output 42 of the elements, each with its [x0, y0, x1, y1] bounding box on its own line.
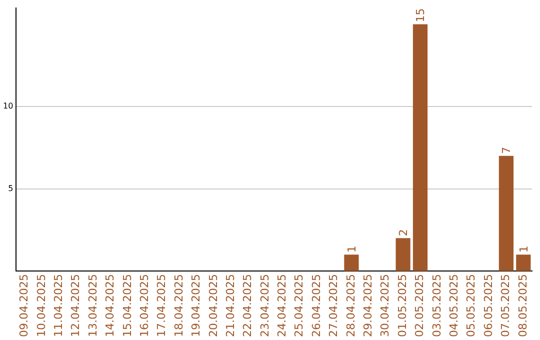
bar	[516, 254, 531, 272]
x-tick-label: 13.04.2025	[86, 274, 100, 338]
x-tick-label: 30.04.2025	[378, 274, 392, 338]
x-tick-label: 05.05.2025	[464, 274, 478, 338]
x-tick-label: 20.04.2025	[206, 274, 220, 338]
bar	[412, 24, 428, 272]
x-tick-label: 22.04.2025	[241, 274, 254, 338]
x-tick-label: 03.05.2025	[430, 274, 444, 338]
x-tick-label: 16.04.2025	[138, 274, 151, 338]
x-tick-label: 15.04.2025	[120, 274, 134, 338]
x-tick-label: 24.04.2025	[276, 274, 289, 338]
x-tick-label: 04.05.2025	[447, 274, 460, 338]
x-tick-label: 27.04.2025	[327, 274, 340, 338]
x-tick-label: 28.04.2025	[344, 274, 358, 338]
x-tick-label: 08.05.2025	[516, 274, 530, 338]
x-tick-label: 29.04.2025	[362, 274, 375, 338]
data-label: 1	[345, 246, 358, 253]
x-tick-label: 21.04.2025	[224, 274, 237, 338]
data-label: 2	[397, 229, 410, 236]
x-tick-label: 10.04.2025	[34, 274, 48, 338]
bar	[498, 156, 514, 272]
x-tick-label: 12.04.2025	[69, 274, 82, 338]
x-tick-label: 14.04.2025	[104, 274, 117, 338]
x-tick-label: 23.04.2025	[258, 274, 272, 338]
y-tick-label: 10	[2, 102, 14, 111]
x-tick-label: 26.04.2025	[310, 274, 323, 338]
bar	[344, 254, 359, 272]
x-tick-label: 09.04.2025	[18, 274, 31, 338]
y-tick-label: 5	[8, 184, 14, 193]
x-tick-label: 06.05.2025	[482, 274, 495, 338]
x-tick-label: 25.04.2025	[292, 274, 306, 338]
x-tick-label: 17.04.2025	[155, 274, 168, 338]
data-label: 15	[414, 8, 428, 22]
bar	[396, 238, 410, 272]
data-label: 1	[517, 246, 530, 253]
data-label: 7	[500, 146, 514, 154]
x-tick-label: 02.05.2025	[413, 274, 426, 338]
x-tick-label: 19.04.2025	[190, 274, 203, 338]
x-tick-label: 01.05.2025	[396, 274, 409, 338]
x-tick-label: 11.04.2025	[52, 274, 66, 338]
x-tick-label: 07.05.2025	[499, 274, 512, 338]
x-tick-label: 18.04.2025	[172, 274, 186, 338]
